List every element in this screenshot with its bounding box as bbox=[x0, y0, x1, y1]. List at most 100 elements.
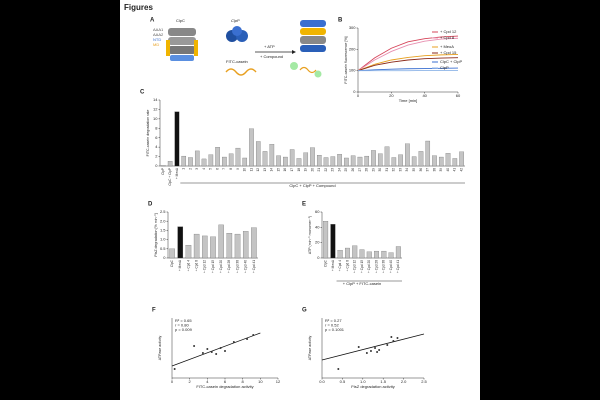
page-sheet bbox=[120, 0, 480, 400]
data-point bbox=[219, 347, 222, 349]
label-clpp: ClpP bbox=[231, 18, 240, 23]
x-tick-label: + Cpd 40 bbox=[389, 260, 393, 273]
line-series bbox=[357, 35, 459, 72]
bar bbox=[188, 157, 193, 167]
y-axis-title: FtsZ degradation [% min⁻¹] bbox=[154, 213, 158, 256]
x-axis-title: ClpC + ClpP + Compound bbox=[289, 183, 335, 188]
y-tick-label: 14 bbox=[153, 97, 158, 102]
y-tick-label: 0.5 bbox=[160, 246, 166, 251]
bar bbox=[202, 235, 208, 259]
bar bbox=[255, 141, 261, 167]
bar bbox=[445, 153, 451, 167]
y-tick-label: 20 bbox=[315, 240, 320, 245]
x-tick-label: 10 bbox=[243, 168, 247, 172]
bar bbox=[167, 161, 173, 167]
x-tick-label: 18 bbox=[297, 168, 301, 172]
x-tick-label: 7 bbox=[222, 168, 226, 170]
y-tick-label: 2.0 bbox=[160, 218, 166, 223]
bar bbox=[405, 143, 410, 167]
x-tick-label: 21 bbox=[317, 168, 321, 172]
y-tick-label: 6 bbox=[155, 135, 158, 140]
data-point bbox=[357, 346, 360, 348]
legend-label: ClpP bbox=[440, 65, 449, 70]
bar bbox=[251, 227, 257, 259]
line-series bbox=[357, 37, 459, 72]
x-tick-label: 41 bbox=[453, 168, 457, 172]
x-tick-label: 40 bbox=[422, 93, 427, 98]
legend-label: ClpC + ClpP bbox=[440, 59, 462, 64]
x-tick-label: + Cpd 41 bbox=[252, 260, 256, 273]
x-tick-label: 1.5 bbox=[380, 379, 386, 384]
bar bbox=[316, 155, 322, 167]
arrowhead bbox=[292, 50, 296, 54]
bar bbox=[201, 158, 207, 167]
bar bbox=[459, 151, 464, 167]
y-tick-label: 2 bbox=[155, 154, 158, 159]
x-tick-label: 28 bbox=[365, 168, 369, 172]
page-title: Figures bbox=[124, 3, 153, 12]
bar bbox=[371, 150, 376, 167]
y-tick-label: 40 bbox=[315, 224, 320, 229]
data-point bbox=[252, 334, 255, 336]
x-tick-label: 22 bbox=[324, 168, 328, 172]
bar bbox=[425, 140, 431, 167]
chart-b: B 0 100 200 300 0 20 40 60 FITC-casein fluorescen… bbox=[338, 18, 462, 103]
x-tick-label: 9 bbox=[236, 168, 240, 170]
data-point bbox=[396, 337, 399, 339]
x-tick-label: 23 bbox=[331, 168, 335, 172]
data-point bbox=[215, 353, 218, 355]
x-tick-label: ClpC bbox=[170, 259, 174, 267]
fit-line bbox=[321, 333, 425, 361]
x-tick-label: 15 bbox=[276, 168, 280, 172]
bar bbox=[276, 155, 281, 167]
y-tick-label: 1.5 bbox=[160, 227, 166, 232]
x-tick-label: + Cpd 28 bbox=[227, 260, 231, 273]
x-tick-label: + Cpd 4 bbox=[186, 260, 190, 271]
x-tick-label: + Cpd 15 bbox=[211, 260, 215, 273]
data-point bbox=[224, 350, 226, 352]
y-axis-title: FITC-casein fluorescence [%] bbox=[344, 36, 348, 83]
x-axis-title: Time [min] bbox=[399, 98, 418, 103]
y-tick-label: 200 bbox=[349, 46, 356, 51]
x-tick-label: 4 bbox=[206, 379, 209, 384]
x-axis-title: FITC-casein degradation activity bbox=[196, 384, 253, 389]
x-tick-label: 4 bbox=[202, 168, 206, 170]
bar bbox=[181, 155, 187, 167]
x-tick-label: 32 bbox=[392, 168, 396, 172]
data-point bbox=[390, 336, 393, 338]
bar bbox=[215, 147, 220, 167]
bar bbox=[352, 245, 358, 259]
x-tick-label: 42 bbox=[459, 168, 463, 172]
x-tick-label: 38 bbox=[432, 168, 436, 172]
x-tick-label: 31 bbox=[385, 168, 389, 172]
label-atp: + ATP bbox=[264, 44, 275, 49]
bar bbox=[418, 151, 424, 167]
x-tick-label: + Cpd 41 bbox=[396, 260, 400, 273]
y-tick-label: 1.0 bbox=[160, 237, 166, 242]
x-tick-label: 1.0 bbox=[360, 379, 366, 384]
data-point bbox=[337, 368, 340, 370]
bar bbox=[374, 250, 379, 259]
x-tick-label: + Cpd 12 bbox=[203, 260, 207, 273]
bar bbox=[235, 147, 241, 167]
y-tick-label: 300 bbox=[349, 25, 356, 30]
bar bbox=[296, 158, 302, 167]
x-tick-label: 10 bbox=[258, 379, 263, 384]
bar bbox=[228, 153, 234, 167]
x-tick-label: + Cpd 8 bbox=[194, 260, 198, 271]
stat-annotation: p = 0.1001 bbox=[325, 327, 345, 332]
x-tick-label: 0 bbox=[357, 93, 360, 98]
x-tick-label: 12 bbox=[276, 379, 281, 384]
label-aaa1: AAA1 bbox=[153, 27, 164, 32]
x-tick-label: 37 bbox=[426, 168, 430, 172]
panel-label: A bbox=[150, 18, 155, 24]
x-tick-label: 35 bbox=[412, 168, 416, 172]
bar bbox=[323, 157, 329, 167]
y-tick-label: 10 bbox=[153, 116, 158, 121]
bar bbox=[234, 233, 241, 259]
label-casein: FITC-casein bbox=[226, 59, 248, 64]
x-tick-label: 39 bbox=[439, 168, 443, 172]
x-tick-label: 34 bbox=[405, 168, 409, 172]
panel-label: D bbox=[148, 202, 153, 208]
